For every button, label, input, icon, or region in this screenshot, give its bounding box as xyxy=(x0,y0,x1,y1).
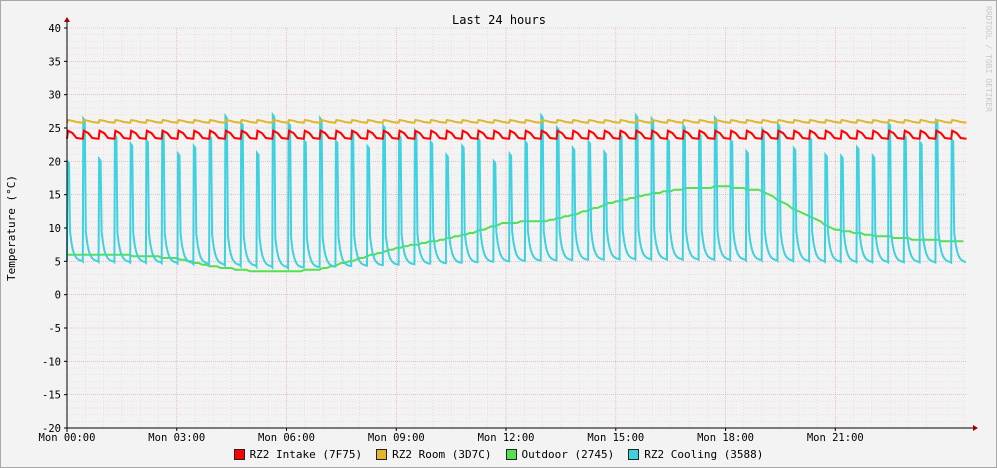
x-tick-label: Mon 18:00 xyxy=(697,432,754,444)
y-tick-label: 30 xyxy=(48,90,61,102)
legend-swatch xyxy=(233,448,245,460)
x-tick-labels: Mon 00:00 Mon 03:00 Mon 06:00 Mon 09:00 Mon … xyxy=(39,432,864,444)
series-outdoor-line xyxy=(67,185,964,273)
legend-swatch xyxy=(628,448,640,460)
y-tick-label: 35 xyxy=(48,56,61,68)
x-tick-label: Mon 12:00 xyxy=(478,432,535,444)
y-tick-labels: 40 35 30 25 20 15 10 5 0 -5 -10 -15 -20 xyxy=(42,23,61,435)
y-tick-label: 15 xyxy=(48,190,61,202)
series-intake-line xyxy=(66,129,967,140)
legend-item: RZ2 Room (3D7C) xyxy=(376,447,492,461)
legend-label: RZ2 Room (3D7C) xyxy=(392,447,492,461)
y-tick-label: -20 xyxy=(42,423,61,435)
y-tick-label: -10 xyxy=(42,356,61,368)
chart-title: Last 24 hours xyxy=(452,13,546,27)
x-tick-label: Mon 09:00 xyxy=(368,432,425,444)
x-tick-label: Mon 03:00 xyxy=(148,432,205,444)
legend-item: Outdoor (2745) xyxy=(505,447,615,461)
axes xyxy=(64,17,978,432)
legend-label: Outdoor (2745) xyxy=(521,447,615,461)
y-axis-arrow xyxy=(64,17,70,22)
y-tick-label: 10 xyxy=(48,223,61,235)
series-room-line xyxy=(66,118,967,124)
legend-swatch xyxy=(505,448,517,460)
legend-label: RZ2 Intake (7F75) xyxy=(249,447,363,461)
y-tick-label: 25 xyxy=(48,123,61,135)
legend-item: RZ2 Intake (7F75) xyxy=(233,447,363,461)
x-tick-label: Mon 00:00 xyxy=(39,432,96,444)
x-axis-arrow xyxy=(973,425,978,431)
y-axis-label: Temperature (°C) xyxy=(5,175,18,281)
y-tick-label: -5 xyxy=(48,323,61,335)
y-tick-label: -15 xyxy=(42,390,61,402)
y-tick-label: 5 xyxy=(55,256,61,268)
x-tick-label: Mon 21:00 xyxy=(807,432,864,444)
x-tick-label: Mon 06:00 xyxy=(258,432,315,444)
x-tick-label: Mon 15:00 xyxy=(587,432,644,444)
legend-item: RZ2 Cooling (3588) xyxy=(628,448,763,461)
series-cooling-line xyxy=(66,111,967,271)
series-group xyxy=(66,111,967,273)
legend-label: RZ2 Cooling (3588) xyxy=(644,447,764,461)
grid xyxy=(66,27,967,429)
y-tick-label: 40 xyxy=(48,23,61,35)
legend-swatch xyxy=(376,448,388,460)
y-tick-label: 0 xyxy=(55,290,61,302)
rrdtool-watermark: RRDTOOL / TOBI OETIKER xyxy=(984,6,993,112)
legend: RZ2 Intake (7F75) RZ2 Room (3D7C) Outdoor … xyxy=(0,445,997,463)
y-tick-label: 20 xyxy=(48,156,61,168)
